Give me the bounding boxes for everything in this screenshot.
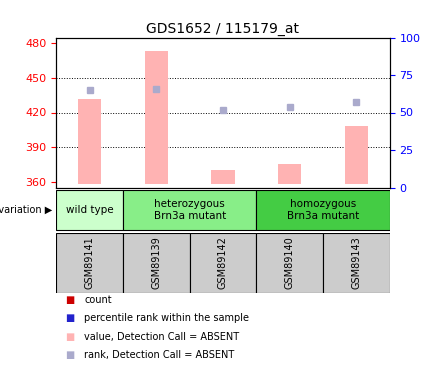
Text: homozygous
Brn3a mutant: homozygous Brn3a mutant <box>287 199 359 221</box>
Text: GSM89139: GSM89139 <box>151 236 162 289</box>
Text: ■: ■ <box>65 295 74 305</box>
Text: ■: ■ <box>65 332 74 342</box>
Bar <box>256 232 323 292</box>
Text: ■: ■ <box>65 314 74 323</box>
Text: GSM89143: GSM89143 <box>351 236 362 289</box>
Bar <box>78 99 101 184</box>
Bar <box>211 170 235 184</box>
Text: heterozygous
Brn3a mutant: heterozygous Brn3a mutant <box>154 199 226 221</box>
Bar <box>145 51 168 184</box>
Bar <box>323 232 390 292</box>
Bar <box>56 232 123 292</box>
Bar <box>123 190 256 230</box>
Text: value, Detection Call = ABSENT: value, Detection Call = ABSENT <box>84 332 239 342</box>
Text: genotype/variation ▶: genotype/variation ▶ <box>0 205 52 215</box>
Bar <box>123 232 190 292</box>
Text: GSM89142: GSM89142 <box>218 236 228 289</box>
Text: rank, Detection Call = ABSENT: rank, Detection Call = ABSENT <box>84 350 235 360</box>
Bar <box>278 164 301 184</box>
Text: percentile rank within the sample: percentile rank within the sample <box>84 314 249 323</box>
Bar <box>56 190 123 230</box>
Text: GSM89140: GSM89140 <box>284 236 295 289</box>
Bar <box>256 190 390 230</box>
Bar <box>190 232 256 292</box>
Text: count: count <box>84 295 112 305</box>
Bar <box>345 126 368 184</box>
Title: GDS1652 / 115179_at: GDS1652 / 115179_at <box>146 22 300 36</box>
Text: wild type: wild type <box>66 205 113 215</box>
Text: ■: ■ <box>65 350 74 360</box>
Text: GSM89141: GSM89141 <box>84 236 95 289</box>
